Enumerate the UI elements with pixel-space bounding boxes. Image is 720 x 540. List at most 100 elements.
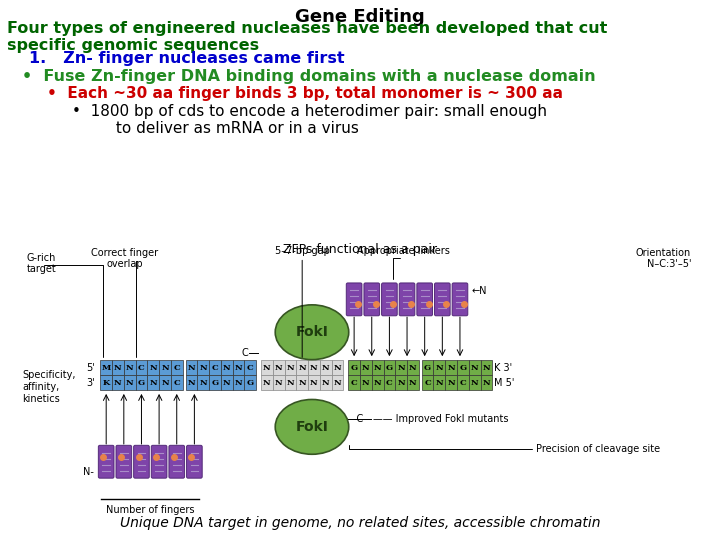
Text: N: N xyxy=(362,363,369,372)
FancyBboxPatch shape xyxy=(99,446,114,478)
Text: N: N xyxy=(397,363,405,372)
Text: •  Each ~30 aa finger binds 3 bp, total monomer is ~ 300 aa: • Each ~30 aa finger binds 3 bp, total m… xyxy=(47,86,563,101)
Text: N: N xyxy=(298,379,306,387)
Text: N: N xyxy=(471,363,479,372)
Bar xyxy=(407,360,419,375)
FancyBboxPatch shape xyxy=(134,446,149,478)
Bar xyxy=(457,360,469,375)
Text: N: N xyxy=(235,363,243,372)
Bar xyxy=(148,375,159,390)
Bar xyxy=(372,375,384,390)
FancyBboxPatch shape xyxy=(151,446,167,478)
Text: N: N xyxy=(161,363,168,372)
Text: N: N xyxy=(471,379,479,387)
Text: N: N xyxy=(362,379,369,387)
Text: Specificity,
affinity,
kinetics: Specificity, affinity, kinetics xyxy=(22,370,76,403)
Bar xyxy=(186,375,197,390)
Bar xyxy=(186,360,197,375)
Text: -C: -C xyxy=(353,414,364,424)
Text: G: G xyxy=(424,363,431,372)
Text: N: N xyxy=(161,379,168,387)
Text: C: C xyxy=(459,379,467,387)
Text: C: C xyxy=(424,379,431,387)
Text: N: N xyxy=(263,363,271,372)
Text: M: M xyxy=(102,363,111,372)
Text: C: C xyxy=(138,363,145,372)
Bar xyxy=(197,360,209,375)
Bar xyxy=(221,375,233,390)
Bar xyxy=(100,375,112,390)
FancyBboxPatch shape xyxy=(346,283,362,316)
Text: N: N xyxy=(436,363,444,372)
FancyBboxPatch shape xyxy=(186,446,202,478)
Text: FokI: FokI xyxy=(295,420,328,434)
Text: 3': 3' xyxy=(87,377,95,388)
Text: C: C xyxy=(174,363,180,372)
Text: ZFPs functional as a pair: ZFPs functional as a pair xyxy=(283,242,437,255)
Text: N: N xyxy=(287,379,294,387)
Bar xyxy=(348,375,360,390)
Text: N: N xyxy=(310,363,318,372)
Text: ←N: ←N xyxy=(472,286,487,296)
Bar xyxy=(284,360,297,375)
Bar xyxy=(209,360,221,375)
Text: N: N xyxy=(409,363,417,372)
Text: Unique DNA target in genome, no related sites, accessible chromatin: Unique DNA target in genome, no related … xyxy=(120,516,600,530)
Bar xyxy=(469,375,480,390)
FancyBboxPatch shape xyxy=(452,283,468,316)
Text: C: C xyxy=(351,379,358,387)
Text: N: N xyxy=(322,363,330,372)
Text: N: N xyxy=(150,363,157,372)
Bar xyxy=(308,375,320,390)
Text: N-: N- xyxy=(83,467,94,477)
Text: N: N xyxy=(298,363,306,372)
FancyBboxPatch shape xyxy=(399,283,415,316)
Bar xyxy=(124,360,135,375)
Text: C: C xyxy=(212,363,218,372)
Text: N: N xyxy=(275,363,282,372)
Bar xyxy=(135,375,148,390)
Bar xyxy=(332,375,343,390)
Bar xyxy=(100,360,112,375)
Bar xyxy=(209,375,221,390)
Bar xyxy=(244,375,256,390)
FancyBboxPatch shape xyxy=(364,283,379,316)
FancyBboxPatch shape xyxy=(382,283,397,316)
Bar xyxy=(407,375,419,390)
Bar xyxy=(112,375,124,390)
Bar xyxy=(273,360,284,375)
Text: N: N xyxy=(114,379,122,387)
Bar xyxy=(445,360,457,375)
Bar xyxy=(273,375,284,390)
Bar xyxy=(297,375,308,390)
Text: N: N xyxy=(199,363,207,372)
Bar xyxy=(469,360,480,375)
Text: Orientation
N–C:3'–5': Orientation N–C:3'–5' xyxy=(636,247,691,269)
Text: N: N xyxy=(482,363,490,372)
Text: N: N xyxy=(374,363,382,372)
Text: •  1800 bp of cds to encode a heterodimer pair: small enough
         to deliver: • 1800 bp of cds to encode a heterodimer… xyxy=(72,104,547,136)
Bar xyxy=(395,360,407,375)
Text: K 3': K 3' xyxy=(494,362,513,373)
Text: N: N xyxy=(482,379,490,387)
Ellipse shape xyxy=(275,400,348,454)
Text: 1.   Zn- finger nucleases came first: 1. Zn- finger nucleases came first xyxy=(29,51,344,66)
Bar xyxy=(320,360,332,375)
Text: N: N xyxy=(126,379,133,387)
Bar xyxy=(261,360,273,375)
Text: N: N xyxy=(409,379,417,387)
Bar xyxy=(372,360,384,375)
Bar xyxy=(112,360,124,375)
Ellipse shape xyxy=(275,305,348,360)
Text: N: N xyxy=(333,379,341,387)
Bar xyxy=(297,360,308,375)
Text: FokI: FokI xyxy=(295,325,328,339)
Text: C: C xyxy=(241,348,248,357)
Bar xyxy=(384,375,395,390)
Bar xyxy=(445,375,457,390)
Text: G: G xyxy=(386,363,393,372)
Bar xyxy=(233,360,244,375)
Bar xyxy=(422,375,433,390)
Bar xyxy=(457,375,469,390)
Bar xyxy=(244,360,256,375)
